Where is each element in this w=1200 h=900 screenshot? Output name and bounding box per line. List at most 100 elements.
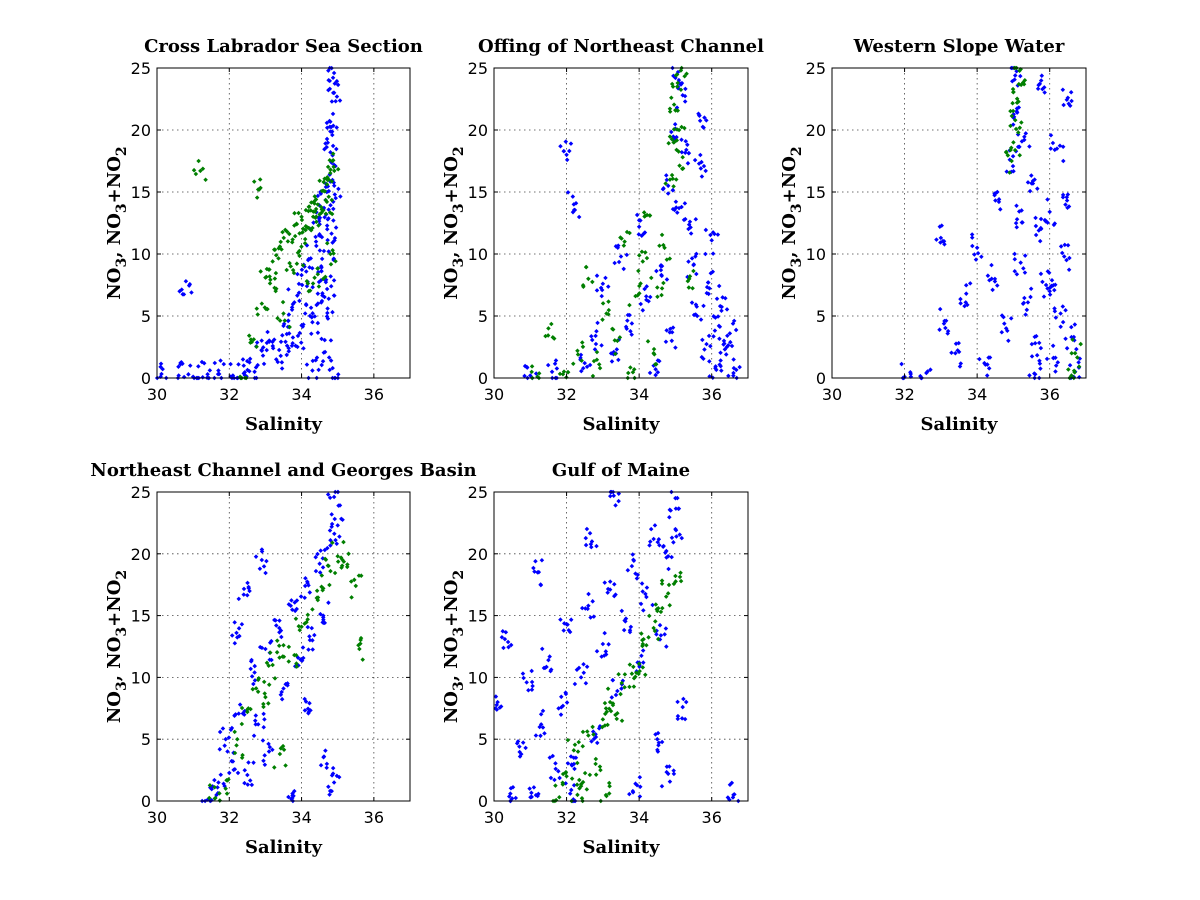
scatter-point bbox=[958, 296, 963, 302]
scatter-point bbox=[992, 276, 998, 282]
scatter-point bbox=[310, 638, 315, 643]
scatter-point bbox=[330, 771, 336, 776]
scatter-point bbox=[272, 676, 278, 681]
scatter-point bbox=[318, 548, 323, 553]
scatter-point bbox=[1053, 369, 1058, 374]
scatter-point bbox=[612, 338, 618, 343]
scatter-point bbox=[731, 373, 736, 378]
scatter-point bbox=[294, 661, 299, 666]
scatter-point bbox=[644, 585, 650, 590]
scatter-point bbox=[533, 733, 539, 738]
scatter-point bbox=[319, 573, 325, 578]
scatter-point bbox=[999, 329, 1005, 335]
y-tick-label: 20 bbox=[806, 121, 826, 140]
scatter-point bbox=[1036, 340, 1042, 346]
scatter-point bbox=[317, 178, 322, 184]
scatter-point bbox=[262, 753, 267, 758]
scatter-point bbox=[329, 524, 334, 529]
x-tick-label: 32 bbox=[219, 808, 239, 827]
scatter-point bbox=[272, 276, 278, 281]
scatter-point bbox=[326, 296, 331, 301]
scatter-point bbox=[1058, 311, 1063, 316]
scatter-point bbox=[321, 754, 327, 759]
scatter-point bbox=[610, 327, 616, 332]
scatter-point bbox=[329, 521, 335, 527]
scatter-point bbox=[254, 340, 260, 345]
scatter-point bbox=[327, 528, 333, 533]
scatter-point bbox=[319, 584, 324, 590]
scatter-point bbox=[322, 176, 327, 182]
scatter-point bbox=[262, 762, 268, 768]
plot-area bbox=[157, 68, 410, 378]
scatter-point bbox=[1069, 98, 1074, 104]
scatter-point bbox=[307, 590, 313, 595]
scatter-point bbox=[1030, 181, 1036, 186]
scatter-point bbox=[570, 361, 576, 366]
scatter-point bbox=[180, 361, 185, 366]
scatter-point bbox=[1033, 215, 1038, 221]
scatter-point bbox=[241, 363, 247, 368]
scatter-point bbox=[963, 283, 969, 288]
scatter-point bbox=[708, 343, 713, 349]
scatter-point bbox=[602, 700, 608, 706]
scatter-point bbox=[686, 285, 692, 290]
scatter-point bbox=[290, 237, 295, 242]
scatter-point bbox=[731, 357, 736, 362]
scatter-point bbox=[595, 740, 600, 746]
scatter-point bbox=[319, 234, 325, 240]
scatter-point bbox=[255, 722, 261, 727]
scatter-point bbox=[1069, 351, 1074, 356]
scatter-point bbox=[320, 358, 326, 364]
y-tick-label: 25 bbox=[468, 483, 488, 502]
scatter-point bbox=[680, 704, 685, 710]
x-tick-label: 36 bbox=[702, 808, 722, 827]
scatter-point bbox=[1005, 328, 1010, 334]
scatter-point bbox=[323, 211, 329, 217]
scatter-point bbox=[717, 324, 723, 330]
scatter-point bbox=[553, 783, 558, 788]
scatter-point bbox=[582, 360, 587, 366]
scatter-point bbox=[545, 362, 551, 368]
scatter-point bbox=[506, 644, 511, 650]
scatter-point bbox=[330, 765, 336, 771]
scatter-point bbox=[628, 365, 633, 370]
scatter-point bbox=[301, 655, 306, 661]
scatter-point bbox=[330, 151, 336, 157]
scatter-point bbox=[701, 303, 706, 309]
scatter-point bbox=[297, 253, 302, 259]
y-tick-label: 5 bbox=[478, 307, 488, 326]
scatter-point bbox=[278, 353, 283, 359]
scatter-point bbox=[615, 688, 620, 694]
scatter-point bbox=[597, 764, 603, 769]
y-tick-label: 15 bbox=[468, 607, 488, 626]
scatter-point bbox=[707, 359, 712, 364]
scatter-point bbox=[302, 311, 308, 316]
scatter-point bbox=[706, 333, 712, 339]
y-tick-label: 25 bbox=[131, 483, 151, 502]
scatter-point bbox=[319, 256, 325, 262]
scatter-point bbox=[533, 559, 538, 564]
scatter-point bbox=[953, 350, 958, 356]
scatter-point bbox=[310, 319, 315, 325]
scatter-point bbox=[294, 261, 300, 266]
scatter-point bbox=[276, 246, 281, 251]
scatter-point bbox=[304, 302, 309, 308]
scatter-point bbox=[302, 240, 308, 246]
scatter-point bbox=[322, 294, 327, 300]
scatter-point bbox=[627, 302, 632, 308]
scatter-point bbox=[331, 780, 337, 785]
scatter-point bbox=[1032, 341, 1038, 346]
y-tick-label: 5 bbox=[816, 307, 826, 326]
scatter-point bbox=[281, 235, 287, 241]
scatter-point bbox=[554, 366, 560, 371]
scatter-point bbox=[606, 642, 611, 647]
scatter-point bbox=[255, 689, 261, 694]
scatter-point bbox=[582, 770, 588, 776]
scatter-point bbox=[664, 277, 670, 282]
scatter-point bbox=[719, 368, 724, 373]
scatter-point bbox=[271, 337, 277, 342]
scatter-point bbox=[315, 301, 321, 306]
scatter-point bbox=[316, 367, 321, 373]
scatter-point bbox=[335, 554, 340, 559]
scatter-point bbox=[1030, 178, 1036, 184]
